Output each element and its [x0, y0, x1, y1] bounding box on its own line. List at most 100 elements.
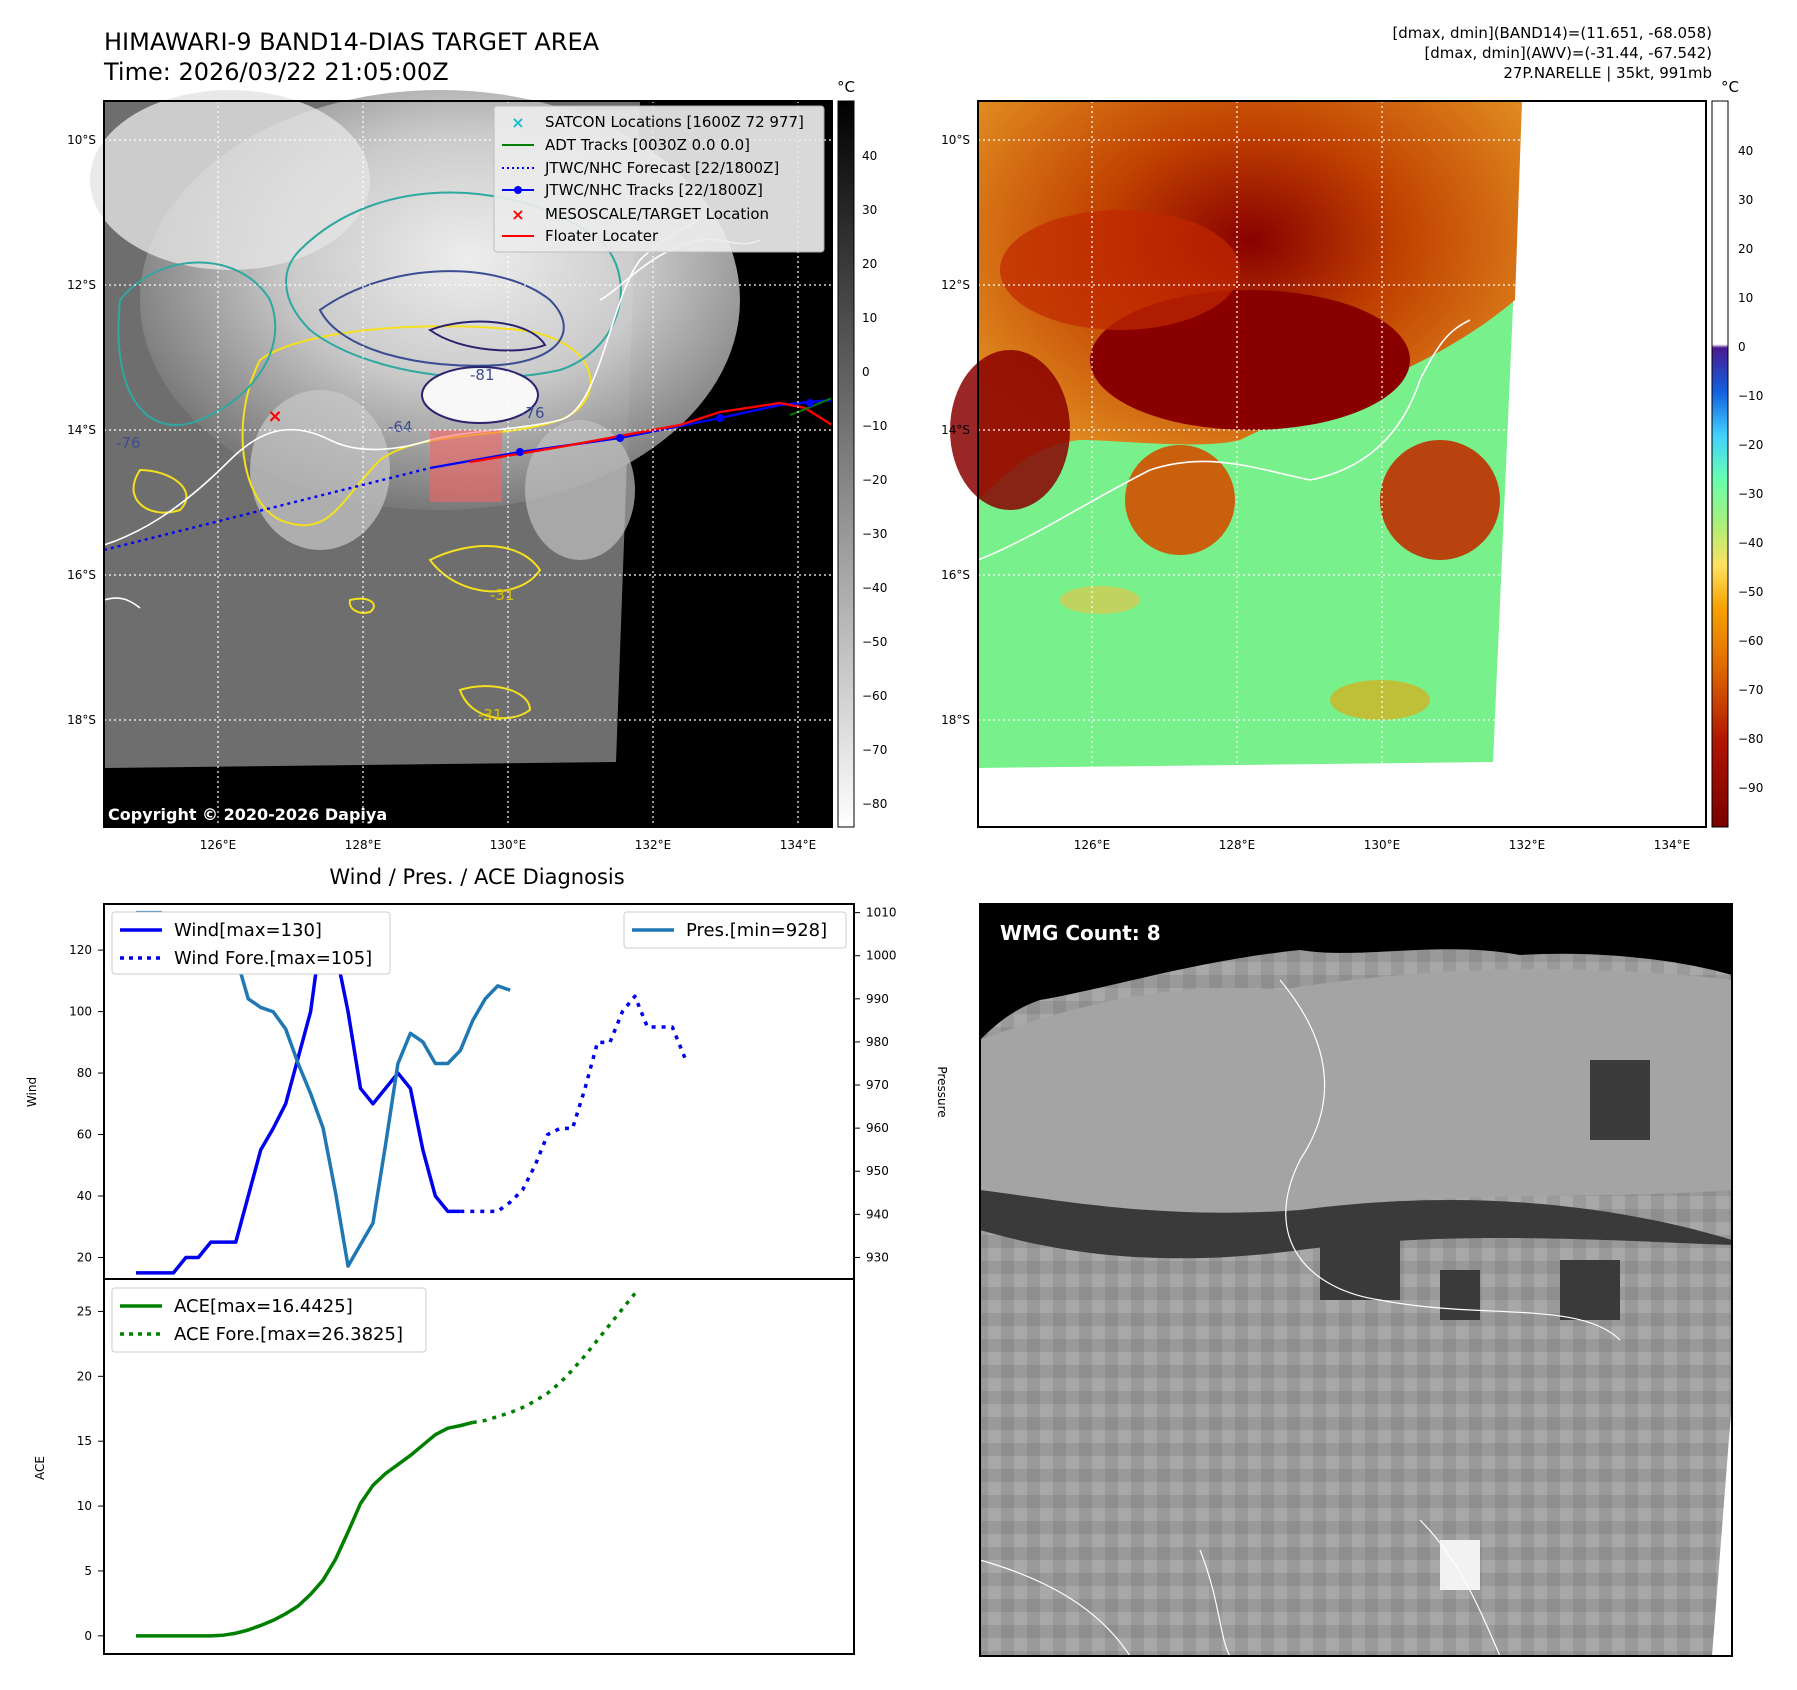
y-tick-label: 40 — [77, 1189, 92, 1203]
svg-text:−60: −60 — [862, 689, 887, 703]
legend-target-marker: × — [511, 205, 524, 224]
wmg-count: WMG Count: 8 — [1000, 921, 1161, 945]
svg-text:0: 0 — [1738, 340, 1746, 354]
ir-lat-labels: 10°S 12°S 14°S 16°S 18°S — [67, 133, 96, 727]
colorbar-right: °C 40 30 20 10 0 −10 −20 −30 −40 −50 −60… — [1712, 78, 1763, 827]
dmax-awv: [dmax, dmin](AWV)=(-31.44, -67.542) — [1424, 44, 1712, 62]
svg-text:−90: −90 — [1738, 781, 1763, 795]
svg-text:−80: −80 — [862, 797, 887, 811]
svg-text:130°E: 130°E — [490, 838, 527, 852]
svg-text:14°S: 14°S — [67, 423, 96, 437]
legend-satcon: SATCON Locations [1600Z 72 977] — [545, 113, 804, 131]
legend-wind: Wind[max=130] — [174, 920, 322, 941]
awv-lat-labels: 10°S 12°S 14°S 16°S 18°S — [941, 133, 970, 727]
legend-ace-forecast: ACE Fore.[max=26.3825] — [174, 1324, 403, 1345]
svg-text:40: 40 — [1738, 144, 1753, 158]
svg-text:30: 30 — [1738, 193, 1753, 207]
legend-forecast: JTWC/NHC Forecast [22/1800Z] — [544, 159, 779, 177]
y2-tick-label: 960 — [866, 1121, 889, 1135]
svg-text:18°S: 18°S — [941, 713, 970, 727]
svg-text:−40: −40 — [862, 581, 887, 595]
svg-text:20: 20 — [1738, 242, 1753, 256]
copyright: Copyright © 2020-2026 Dapiya — [108, 805, 387, 824]
y-tick-label: 100 — [69, 1005, 92, 1019]
svg-text:−50: −50 — [1738, 585, 1763, 599]
figure-title: HIMAWARI-9 BAND14-DIAS TARGET AREA — [104, 28, 600, 56]
svg-text:10°S: 10°S — [67, 133, 96, 147]
pressure-axis-label: Pressure — [935, 1066, 949, 1117]
svg-text:132°E: 132°E — [635, 838, 672, 852]
svg-text:126°E: 126°E — [1074, 838, 1111, 852]
svg-text:−10: −10 — [862, 419, 887, 433]
svg-text:126°E: 126°E — [200, 838, 237, 852]
svg-text:16°S: 16°S — [67, 568, 96, 582]
svg-text:130°E: 130°E — [1364, 838, 1401, 852]
svg-text:134°E: 134°E — [1654, 838, 1691, 852]
legend-wind-forecast: Wind Fore.[max=105] — [174, 948, 372, 969]
y-tick-label: 10 — [77, 1499, 92, 1513]
svg-text:−70: −70 — [1738, 683, 1763, 697]
svg-text:−60: −60 — [1738, 634, 1763, 648]
y-tick-label: 80 — [77, 1066, 92, 1080]
y-tick-label: 20 — [77, 1369, 92, 1383]
svg-text:−30: −30 — [1738, 487, 1763, 501]
figure-time: Time: 2026/03/22 21:05:00Z — [103, 58, 449, 86]
legend-satcon-marker: × — [511, 113, 524, 132]
ir-lon-labels: 126°E 128°E 130°E 132°E 134°E — [200, 838, 817, 852]
ace-axis-label: ACE — [33, 1456, 47, 1480]
contour-label: -31 — [478, 706, 503, 724]
y2-tick-label: 970 — [866, 1078, 889, 1092]
svg-text:18°S: 18°S — [67, 713, 96, 727]
ace-chart: 0510152025 ACE ACE[max=16.4425] ACE Fore… — [33, 1279, 854, 1654]
svg-text:14°S: 14°S — [941, 423, 970, 437]
legend-floater: Floater Locater — [545, 227, 659, 245]
y-tick-label: 5 — [84, 1564, 92, 1578]
svg-text:40: 40 — [862, 149, 877, 163]
storm-info: 27P.NARELLE | 35kt, 991mb — [1503, 64, 1712, 82]
y2-tick-label: 990 — [866, 992, 889, 1006]
colorbar-left-unit: °C — [837, 78, 855, 96]
map-legend: × SATCON Locations [1600Z 72 977] ADT Tr… — [494, 106, 824, 252]
contour-label: -31 — [490, 586, 515, 604]
svg-text:−20: −20 — [1738, 438, 1763, 452]
svg-text:12°S: 12°S — [941, 278, 970, 292]
svg-text:128°E: 128°E — [345, 838, 382, 852]
y-tick-label: 60 — [77, 1128, 92, 1142]
contour-label: -81 — [470, 366, 495, 384]
y2-tick-label: 930 — [866, 1250, 889, 1264]
colorbar-right-unit: °C — [1721, 78, 1739, 96]
svg-text:10: 10 — [1738, 291, 1753, 305]
y2-tick-label: 1010 — [866, 906, 897, 920]
svg-text:−70: −70 — [862, 743, 887, 757]
legend-ace: ACE[max=16.4425] — [174, 1296, 353, 1317]
svg-text:128°E: 128°E — [1219, 838, 1256, 852]
svg-text:30: 30 — [862, 203, 877, 217]
contour-label: -76 — [116, 434, 141, 452]
wind-axis-label: Wind — [25, 1077, 39, 1107]
legend-tracks: JTWC/NHC Tracks [22/1800Z] — [544, 181, 763, 199]
y2-tick-label: 1000 — [866, 949, 897, 963]
awv-lon-labels: 126°E 128°E 130°E 132°E 134°E — [1074, 838, 1691, 852]
svg-text:−10: −10 — [1738, 389, 1763, 403]
legend-pressure: Pres.[min=928] — [686, 920, 827, 941]
svg-text:134°E: 134°E — [780, 838, 817, 852]
diagnosis-title: Wind / Pres. / ACE Diagnosis — [329, 865, 624, 889]
svg-text:132°E: 132°E — [1509, 838, 1546, 852]
svg-text:0: 0 — [862, 365, 870, 379]
y2-tick-label: 940 — [866, 1207, 889, 1221]
wind-pressure-chart: 20 40 60 80 100 120 930 940 950 960 970 980 990 1000 1… — [25, 904, 949, 1279]
y-tick-label: 20 — [77, 1250, 92, 1264]
y-tick-label: 25 — [77, 1304, 92, 1318]
svg-text:10°S: 10°S — [941, 133, 970, 147]
contour-label: -64 — [388, 418, 413, 436]
legend-adt: ADT Tracks [0030Z 0.0 0.0] — [545, 136, 750, 154]
y-tick-label: 15 — [77, 1434, 92, 1448]
y2-tick-label: 980 — [866, 1035, 889, 1049]
dmax-band14: [dmax, dmin](BAND14)=(11.651, -68.058) — [1392, 24, 1712, 42]
svg-text:−40: −40 — [1738, 536, 1763, 550]
contour-label: -76 — [520, 404, 545, 422]
legend-target: MESOSCALE/TARGET Location — [545, 205, 769, 223]
y2-tick-label: 950 — [866, 1164, 889, 1178]
svg-text:−80: −80 — [1738, 732, 1763, 746]
wmg-panel: WMG Count: 8 — [980, 904, 1732, 1656]
